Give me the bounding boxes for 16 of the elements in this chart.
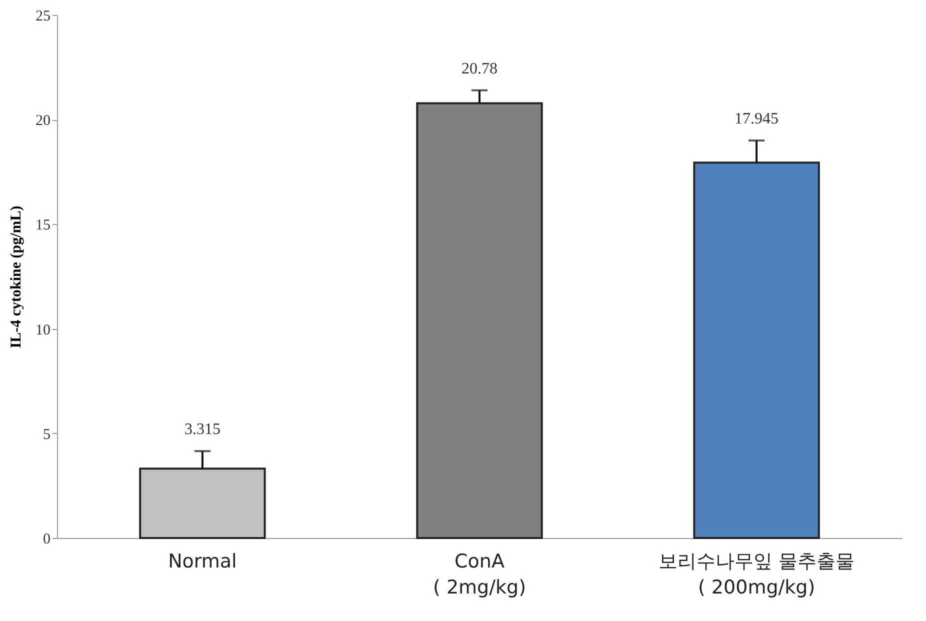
data-label: 20.78 — [462, 60, 498, 78]
y-tick-label: 10 — [36, 322, 50, 338]
y-axis-title: IL-4 cytokine (pg/mL) — [8, 206, 24, 348]
bar — [416, 102, 543, 539]
y-tick-label: 15 — [36, 218, 50, 234]
x-tick-label: Normal — [168, 550, 237, 572]
data-label: 17.945 — [734, 110, 779, 128]
bar — [139, 468, 266, 539]
y-tick-label: 0 — [43, 532, 50, 548]
y-tick-label: 20 — [36, 113, 50, 130]
bar — [693, 162, 820, 539]
y-tick-label: 25 — [36, 8, 50, 24]
x-tick-label: ConA ( 2mg/kg) — [433, 550, 526, 598]
y-tick-label: 5 — [43, 426, 50, 443]
x-tick-label: 보리수나무잎 물추출물 ( 200mg/kg) — [658, 550, 855, 598]
data-label: 3.315 — [184, 421, 220, 438]
